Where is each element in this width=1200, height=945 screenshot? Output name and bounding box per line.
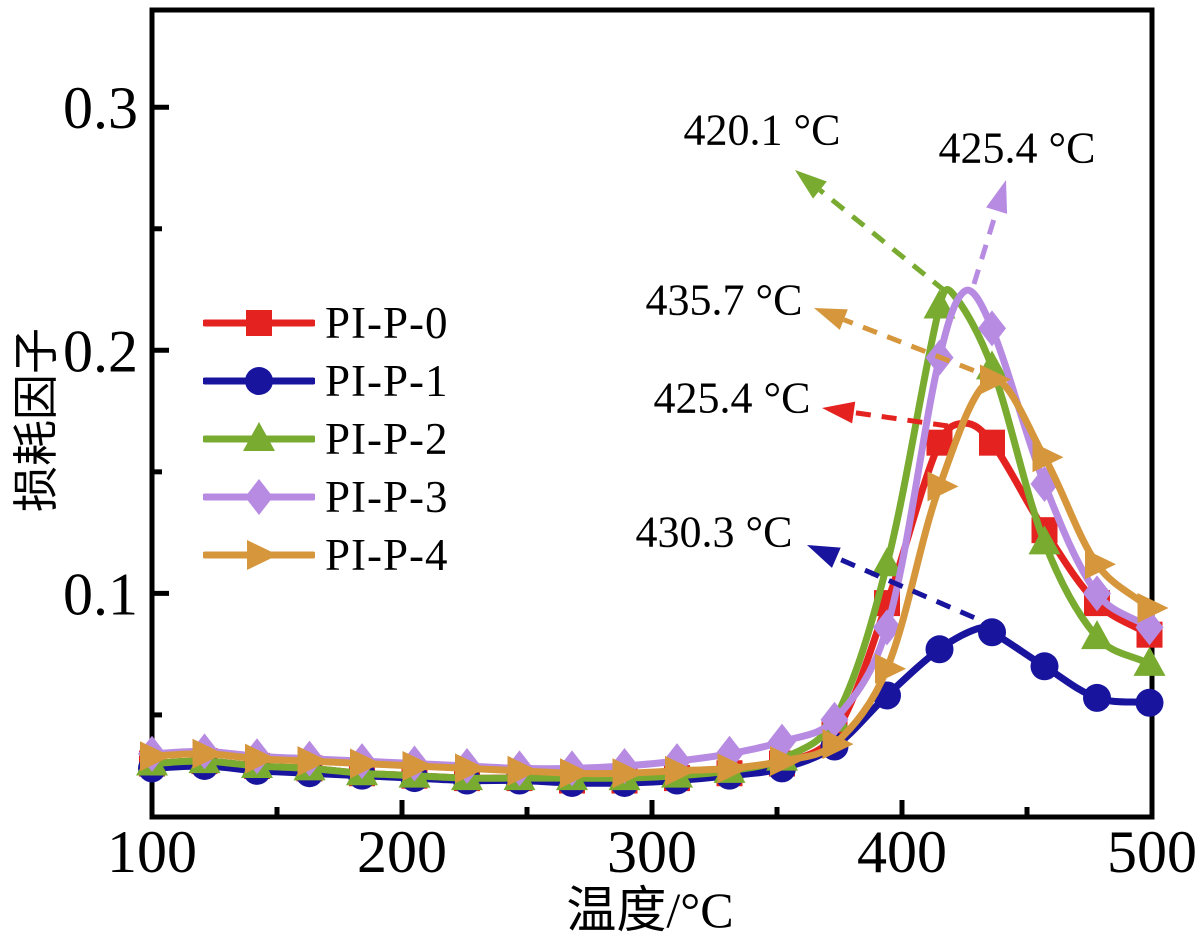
legend-label: PI-P-3 [325,472,449,522]
legend-marker-triangle-right [203,535,315,575]
legend-marker-triangle-up [203,419,315,459]
legend-label: PI-P-2 [325,414,449,464]
svg-text:200: 200 [357,819,447,885]
peak-annotation-purple: 425.4 °C [938,123,1096,173]
tick-labels: 100 200 300 400 500 0.1 0.2 0.3 [63,75,1197,885]
svg-text:0.1: 0.1 [63,561,138,627]
x-axis-title: 温度/°C [566,882,734,938]
legend-marker-square [203,303,315,343]
svg-text:100: 100 [107,819,197,885]
legend-item-pi-p-1: PI-P-1 [203,352,449,410]
legend-item-pi-p-3: PI-P-3 [203,468,449,526]
legend-marker-diamond [203,477,315,517]
y-axis-title: 损耗因子 [11,328,62,512]
axes [149,7,1155,820]
legend: PI-P-0 PI-P-1 PI-P-2 PI-P-3 PI-P-4 [203,294,449,584]
legend-item-pi-p-2: PI-P-2 [203,410,449,468]
legend-label: PI-P-1 [325,356,449,406]
peak-arrow-PI-P-4 [814,308,999,383]
legend-marker-circle [203,361,315,401]
peak-annotation-green: 420.1 °C [683,105,841,155]
svg-text:0.2: 0.2 [63,318,138,384]
peak-arrow-PI-P-2 [795,170,947,293]
peak-annotation-navy: 430.3 °C [635,507,793,557]
svg-text:500: 500 [1107,819,1197,885]
svg-text:400: 400 [857,819,947,885]
peak-annotation-orange: 435.7 °C [645,275,803,325]
legend-label: PI-P-0 [325,298,449,348]
peak-arrow-PI-P-1 [807,545,999,631]
legend-label: PI-P-4 [325,530,449,580]
legend-item-pi-p-4: PI-P-4 [203,526,449,584]
peak-annotation-red: 425.4 °C [653,373,811,423]
svg-text:0.3: 0.3 [63,75,138,141]
legend-item-pi-p-0: PI-P-0 [203,294,449,352]
svg-text:300: 300 [607,819,697,885]
peak-arrow-PI-P-0 [822,401,949,429]
peak-arrow-PI-P-3 [971,180,1008,285]
